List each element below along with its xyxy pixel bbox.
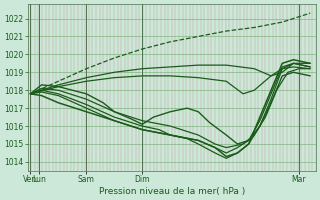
X-axis label: Pression niveau de la mer( hPa ): Pression niveau de la mer( hPa ) (99, 187, 245, 196)
